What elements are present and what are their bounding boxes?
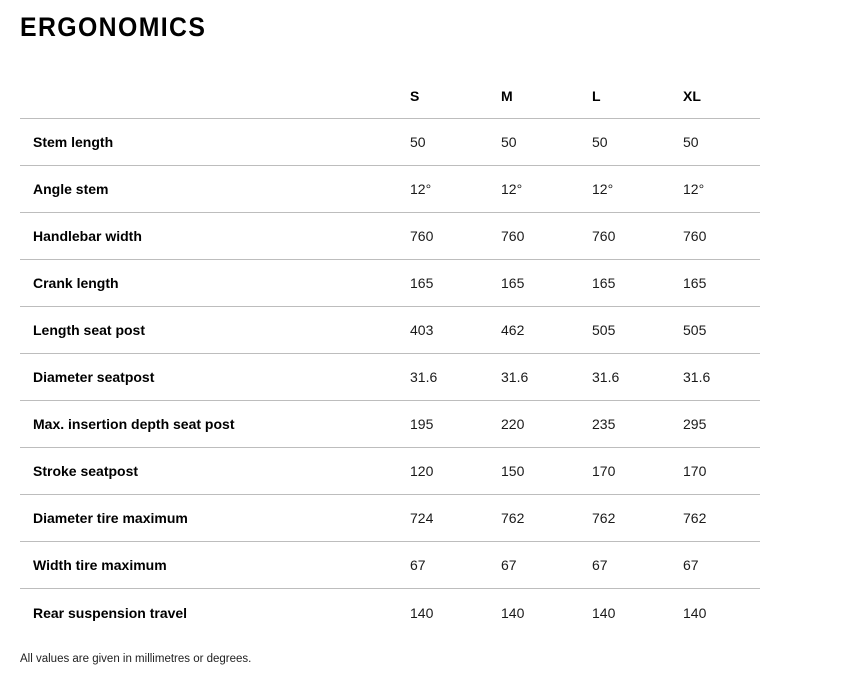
spec-value-l: 67 [592, 557, 608, 573]
spec-value-m: 12° [501, 181, 523, 197]
spec-row: Crank length 165 165 165 165 [20, 260, 760, 307]
spec-value-l: 760 [592, 228, 616, 244]
spec-value-s: 120 [410, 463, 434, 479]
size-header-row: S M L XL [20, 73, 760, 119]
spec-value-xl: 31.6 [683, 369, 711, 385]
spec-value-m: 760 [501, 228, 525, 244]
spec-label: Width tire maximum [33, 557, 167, 573]
spec-value-m: 150 [501, 463, 525, 479]
spec-value-l: 170 [592, 463, 616, 479]
spec-row: Handlebar width 760 760 760 760 [20, 213, 760, 260]
spec-value-s: 403 [410, 322, 434, 338]
spec-label: Handlebar width [33, 228, 142, 244]
size-column-header-s: S [410, 87, 420, 104]
spec-value-s: 165 [410, 275, 434, 291]
spec-row: Rear suspension travel 140 140 140 140 [20, 589, 760, 636]
spec-label: Rear suspension travel [33, 604, 188, 621]
spec-row: Stroke seatpost 120 150 170 170 [20, 448, 760, 495]
page-title: ERGONOMICS [20, 12, 207, 42]
spec-value-xl: 12° [683, 181, 705, 197]
spec-value-s: 67 [410, 557, 426, 573]
spec-table-body: Stem length 50 50 50 50 Angle stem 12° 1… [20, 119, 760, 636]
spec-row: Diameter tire maximum 724 762 762 762 [20, 495, 760, 542]
spec-label: Angle stem [33, 181, 109, 197]
spec-value-s: 724 [410, 510, 434, 526]
spec-value-xl: 295 [683, 416, 707, 432]
spec-row: Length seat post 403 462 505 505 [20, 307, 760, 354]
spec-value-s: 140 [410, 604, 434, 621]
spec-value-xl: 505 [683, 322, 707, 338]
spec-value-m: 67 [501, 557, 517, 573]
spec-value-xl: 67 [683, 557, 699, 573]
spec-value-l: 50 [592, 134, 608, 150]
spec-value-xl: 140 [683, 604, 707, 621]
footnote: All values are given in millimetres or d… [20, 653, 252, 665]
spec-table: S M L XL Stem length 50 50 50 50 Angle s… [20, 73, 760, 636]
spec-value-l: 12° [592, 181, 614, 197]
spec-value-m: 31.6 [501, 369, 529, 385]
spec-value-l: 505 [592, 322, 616, 338]
spec-value-s: 760 [410, 228, 434, 244]
spec-label: Diameter tire maximum [33, 510, 188, 526]
spec-value-xl: 165 [683, 275, 707, 291]
spec-row: Angle stem 12° 12° 12° 12° [20, 166, 760, 213]
spec-value-l: 165 [592, 275, 616, 291]
spec-value-s: 31.6 [410, 369, 438, 385]
spec-value-s: 12° [410, 181, 432, 197]
spec-label: Stem length [33, 134, 114, 150]
spec-row: Max. insertion depth seat post 195 220 2… [20, 401, 760, 448]
spec-value-m: 462 [501, 322, 525, 338]
spec-value-xl: 170 [683, 463, 707, 479]
size-column-header-l: L [592, 87, 601, 104]
spec-label: Length seat post [33, 322, 146, 338]
spec-value-l: 762 [592, 510, 616, 526]
spec-value-xl: 50 [683, 134, 699, 150]
spec-row: Stem length 50 50 50 50 [20, 119, 760, 166]
spec-value-l: 31.6 [592, 369, 620, 385]
spec-value-m: 220 [501, 416, 525, 432]
spec-value-s: 50 [410, 134, 426, 150]
spec-label: Diameter seatpost [33, 369, 155, 385]
spec-value-xl: 762 [683, 510, 707, 526]
spec-value-m: 140 [501, 604, 525, 621]
spec-value-m: 762 [501, 510, 525, 526]
spec-value-m: 50 [501, 134, 517, 150]
spec-value-l: 140 [592, 604, 616, 621]
size-column-header-m: M [501, 87, 513, 104]
spec-value-m: 165 [501, 275, 525, 291]
spec-row: Diameter seatpost 31.6 31.6 31.6 31.6 [20, 354, 760, 401]
spec-label: Stroke seatpost [33, 463, 139, 479]
spec-label: Crank length [33, 275, 119, 291]
spec-value-s: 195 [410, 416, 434, 432]
spec-value-l: 235 [592, 416, 616, 432]
spec-label: Max. insertion depth seat post [33, 416, 235, 432]
size-column-header-xl: XL [683, 87, 701, 104]
spec-value-xl: 760 [683, 228, 707, 244]
spec-row: Width tire maximum 67 67 67 67 [20, 542, 760, 589]
